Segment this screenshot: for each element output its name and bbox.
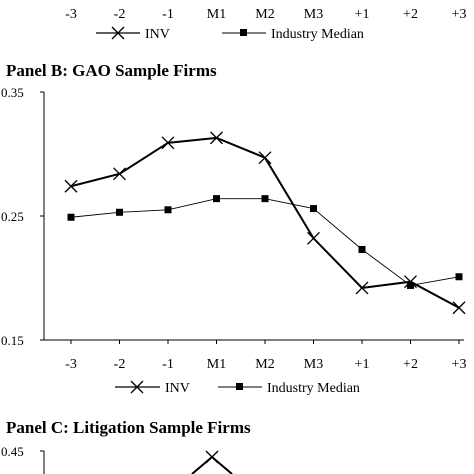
legend-industry-median-marker-b <box>218 383 262 390</box>
panel-b-x-tick-label: +2 <box>403 357 418 372</box>
legend-industry-median-label-b: Industry Median <box>267 381 360 396</box>
panel-a-x-tick-label: M1 <box>207 7 226 22</box>
panel-c-y-tick-label: 0.45 <box>1 444 24 459</box>
panel-c-inv-partial-line <box>191 450 233 474</box>
point-inv <box>113 167 126 181</box>
panel-a-x-tick-label: +1 <box>355 7 370 22</box>
point-inv <box>210 131 223 145</box>
legend-inv-label-b: INV <box>165 381 190 396</box>
panel-b-plot: 0.35 0.25 0.15 -3 -2 -1 M1 M2 M3 +1 +2 +3 <box>1 85 466 372</box>
point-industry-median <box>455 273 463 281</box>
panel-b-x-tick-label: +1 <box>355 357 370 372</box>
panel-b-x-tick-label: -3 <box>65 357 77 372</box>
point-industry-median <box>407 281 414 289</box>
point-industry-median <box>116 208 123 216</box>
point-industry-median <box>213 195 220 203</box>
point-inv <box>307 231 320 245</box>
point-inv <box>64 179 78 193</box>
panel-b-legend: INV Industry Median <box>115 380 360 396</box>
panel-a-x-tick-label: +3 <box>452 7 467 22</box>
panel-a-x-tick-label: +2 <box>403 7 418 22</box>
panel-b-y-tick-label: 0.15 <box>1 333 24 348</box>
legend-inv-marker-a <box>96 26 140 40</box>
panel-b-x-tick-label: +3 <box>452 357 467 372</box>
panel-b-x-tick-label: M1 <box>207 357 226 372</box>
panel-b-y-tick-label: 0.25 <box>1 209 24 224</box>
panel-b-title: Panel B: GAO Sample Firms <box>6 61 217 80</box>
point-inv <box>258 151 272 165</box>
legend-inv-label-a: INV <box>145 27 170 42</box>
panel-b-x-tick-label: -1 <box>162 357 174 372</box>
panel-b-series <box>64 131 466 315</box>
panel-b-x-tick-label: M2 <box>255 357 274 372</box>
legend-industry-median-label-a: Industry Median <box>271 27 364 42</box>
point-inv <box>355 281 369 295</box>
panel-c-title: Panel C: Litigation Sample Firms <box>6 418 251 437</box>
legend-inv-marker-b <box>115 380 160 394</box>
series-line-industry-median <box>70 198 460 286</box>
panel-a-x-tick-label: M3 <box>304 7 323 22</box>
point-industry-median <box>164 206 172 214</box>
panel-a-x-tick-label: -3 <box>65 7 77 22</box>
point-industry-median <box>358 245 366 253</box>
point-inv <box>452 301 466 315</box>
panel-b-x-tick-label: -2 <box>114 357 126 372</box>
point-industry-median <box>310 205 317 213</box>
point-inv <box>161 136 175 150</box>
panel-a-x-tick-label: M2 <box>255 7 274 22</box>
legend-industry-median-marker-a <box>222 29 266 36</box>
panel-a-x-tick-labels: -3 -2 -1 M1 M2 M3 +1 +2 +3 <box>65 7 466 22</box>
panel-a-x-tick-label: -1 <box>162 7 174 22</box>
panel-a-x-tick-label: -2 <box>114 7 126 22</box>
panel-c-plot: 0.45 <box>1 444 233 474</box>
series-line-inv <box>70 136 460 309</box>
panel-a-legend: INV Industry Median <box>96 26 364 42</box>
point-inv <box>404 275 417 289</box>
panel-b-y-tick-label: 0.35 <box>1 85 24 100</box>
panel-b-y-ticks: 0.35 0.25 0.15 <box>1 85 44 348</box>
panel-b-x-tick-label: M3 <box>304 357 323 372</box>
point-industry-median <box>261 195 269 203</box>
panel-b-x-tick-labels: -3 -2 -1 M1 M2 M3 +1 +2 +3 <box>65 340 466 372</box>
point-industry-median <box>67 213 75 221</box>
